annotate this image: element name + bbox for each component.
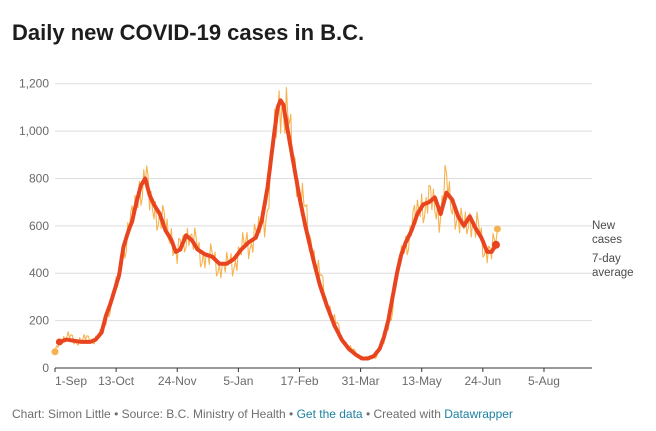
chart-title: Daily new COVID-19 cases in B.C.: [12, 20, 365, 45]
y-tick-label: 800: [29, 171, 49, 185]
series-line-7-day-average: [57, 98, 498, 361]
y-tick-label: 1,200: [19, 77, 49, 91]
footer-source: Source: B.C. Ministry of Health: [121, 407, 286, 421]
x-tick-label: 17-Feb: [280, 374, 318, 388]
get-the-data-link[interactable]: Get the data: [296, 407, 363, 421]
footer-separator: •: [289, 407, 294, 421]
datawrapper-link[interactable]: Datawrapper: [444, 407, 513, 421]
x-tick-label: 5-Jan: [223, 374, 253, 388]
chart-footer: Chart: Simon Little • Source: B.C. Minis…: [12, 407, 513, 421]
y-tick-label: 600: [29, 219, 49, 233]
x-tick-label: 13-Oct: [98, 374, 135, 388]
legend-new-cases: cases: [592, 234, 622, 246]
y-tick-label: 200: [29, 314, 49, 328]
average-end-point: [491, 240, 500, 249]
y-tick-label: 0: [42, 361, 49, 375]
x-axis-ticks: 1-Sep 13-Oct 24-Nov 5-Jan 17-Feb 31-Mar 13-May…: [54, 368, 560, 388]
legend-new-cases: New: [592, 220, 616, 232]
x-tick-label: 13-May: [402, 374, 442, 388]
gridlines: [55, 83, 592, 369]
new-cases-start-point: [51, 348, 59, 356]
y-tick-label: 1,000: [19, 124, 49, 138]
x-tick-label: 24-Nov: [158, 374, 197, 388]
y-axis-ticks: 0 200 400 600 800 1,000 1,200: [19, 77, 49, 375]
footer-created-with: Created with: [373, 407, 441, 421]
footer-separator: •: [365, 407, 371, 421]
y-tick-label: 400: [29, 266, 49, 280]
legend-7-day-average: average: [592, 267, 634, 279]
x-tick-label: 24-Jun: [465, 374, 502, 388]
x-tick-label: 5-Aug: [528, 374, 560, 388]
x-tick-label: 31-Mar: [342, 374, 380, 388]
legend-7-day-average: 7-day: [592, 253, 621, 265]
footer-separator: •: [114, 407, 119, 421]
series-lines: [51, 86, 501, 361]
x-tick-label: 1-Sep: [55, 374, 87, 388]
new-cases-end-point: [493, 225, 501, 233]
legend: New cases 7-day average: [592, 220, 634, 279]
average-start-point: [55, 338, 63, 346]
footer-credit: Chart: Simon Little: [12, 407, 111, 421]
